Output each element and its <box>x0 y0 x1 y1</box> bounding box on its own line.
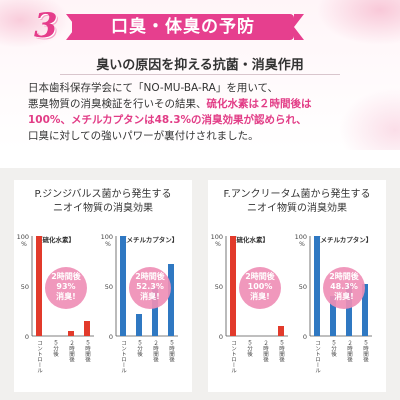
panel-title-line-1: P.ジンジバルス菌から発生する <box>34 189 172 200</box>
bubble-text: 48.3% <box>330 282 358 291</box>
x-tick-label: ２時間後 <box>68 340 75 363</box>
highlight-text-1: 硫化水素は２時間後は <box>206 98 312 110</box>
description-line-2: 悪臭物質の消臭検証を行いその結果、硫化水素は２時間後は <box>28 96 384 112</box>
x-tick-label: ５時間後 <box>278 340 285 363</box>
bubble-text: 2時間後 <box>135 271 166 281</box>
x-tick-label: コントロール <box>36 340 43 374</box>
chart-label: 【メチルカプタン】 <box>314 235 372 244</box>
banner-right-notch <box>294 14 304 40</box>
x-tick-label: ５時間後 <box>362 340 369 363</box>
x-tick-label: ５時間後 <box>168 340 175 363</box>
panel-p-gingivalis: P.ジンジバルス菌から発生する ニオイ物質の消臭効果 100 50 0% 【硫化水素】… <box>14 180 192 392</box>
panel-title-line-1: F.アンクリータム菌から発生する <box>223 189 371 200</box>
result-bubble <box>45 267 87 309</box>
description-line-4: 口臭に対しての強いパワーが裏付けされました。 <box>28 130 259 142</box>
bubble-text: 100% <box>248 282 273 291</box>
y-unit-label: % <box>215 241 221 248</box>
y-tick-label: 50 <box>299 283 307 291</box>
panel-title-line-2: ニオイ物質の消臭効果 <box>247 203 347 214</box>
bar <box>168 264 174 336</box>
bar <box>278 326 284 336</box>
y-tick-label: 0 <box>219 333 223 341</box>
y-tick-label: 0 <box>303 333 307 341</box>
bubble-text: 消臭! <box>250 291 270 301</box>
x-tick-label: ２時間後 <box>346 340 353 363</box>
chart-label: 【メチルカプタン】 <box>120 235 178 244</box>
sub-chart: 100 50 0% 【メチルカプタン】コントロール ５分後 ２時間後 ５時間後 2時間後52.… <box>101 233 179 373</box>
chart-label: 【硫化水素】 <box>36 235 75 244</box>
y-tick-label: 100 <box>17 233 29 241</box>
bar <box>330 296 336 336</box>
bubble-text: 消臭! <box>334 291 354 301</box>
y-tick-label: 100 <box>101 233 113 241</box>
y-tick-label: 50 <box>21 283 29 291</box>
description-line-1: 日本歯科保存学会にて「NO-MU-BA-RA」を用いて、 <box>28 82 279 94</box>
sub-chart: 100 50 0% 【メチルカプタン】コントロール ５分後 ２時間後 ５時間後 2時間後48.… <box>295 233 373 373</box>
banner-left-notch <box>66 14 76 40</box>
bar <box>230 236 236 336</box>
x-tick-label: ５分後 <box>136 340 143 357</box>
x-tick-label: コントロール <box>230 340 237 374</box>
panel-title: F.アンクリータム菌から発生する ニオイ物質の消臭効果 <box>208 188 386 216</box>
y-tick-label: 50 <box>105 283 113 291</box>
bubble-text: 消臭! <box>56 291 76 301</box>
x-tick-label: ２時間後 <box>152 340 159 363</box>
y-unit-label: % <box>299 241 305 248</box>
subtitle-divider <box>60 74 340 75</box>
result-bubble <box>323 267 365 309</box>
section-title-banner: 口臭・体臭の予防 <box>72 14 294 40</box>
x-tick-label: ５分後 <box>246 340 253 357</box>
y-unit-label: % <box>21 241 27 248</box>
x-tick-label: ５分後 <box>330 340 337 357</box>
bar <box>314 236 320 336</box>
description-text: 日本歯科保存学会にて「NO-MU-BA-RA」を用いて、 悪臭物質の消臭検証を行… <box>28 80 384 144</box>
panel-f-nucleatum: F.アンクリータム菌から発生する ニオイ物質の消臭効果 100 50 0% 【硫化水素… <box>208 180 386 392</box>
step-number: 3 <box>34 6 58 46</box>
x-tick-label: ５分後 <box>52 340 59 357</box>
bar <box>152 288 158 336</box>
bar <box>362 284 368 336</box>
bar <box>120 236 126 336</box>
x-tick-label: コントロール <box>120 340 127 374</box>
result-bubble <box>239 267 281 309</box>
bubble-text: 2時間後 <box>329 271 360 281</box>
bubble-text: 2時間後 <box>245 271 276 281</box>
description-line-2a: 悪臭物質の消臭検証を行いその結果、 <box>28 98 207 110</box>
y-unit-label: % <box>105 241 111 248</box>
bubble-text: 52.3% <box>136 282 164 291</box>
highlight-text-2: 100%、メチルカプタンは48.3%の消臭効果が認められ、 <box>28 114 307 126</box>
result-bubble <box>129 267 171 309</box>
panel-title-line-2: ニオイ物質の消臭効果 <box>53 203 153 214</box>
bubble-text: 2時間後 <box>51 271 82 281</box>
x-tick-label: ５時間後 <box>84 340 91 363</box>
y-tick-label: 100 <box>295 233 307 241</box>
y-tick-label: 100 <box>211 233 223 241</box>
section-subtitle: 臭いの原因を抑える抗菌・消臭作用 <box>96 58 304 73</box>
bubble-text: 93% <box>56 282 75 291</box>
y-tick-label: 50 <box>215 283 223 291</box>
y-tick-label: 0 <box>25 333 29 341</box>
chart-label: 【硫化水素】 <box>230 235 269 244</box>
bubble-text: 消臭! <box>140 291 160 301</box>
y-tick-label: 0 <box>109 333 113 341</box>
sub-chart: 100 50 0% 【硫化水素】コントロール ５分後 ２時間後 ５時間後 2時間後100%消臭… <box>211 233 288 373</box>
panel-title: P.ジンジバルス菌から発生する ニオイ物質の消臭効果 <box>14 188 192 216</box>
bar <box>68 331 74 336</box>
bar <box>84 321 90 336</box>
x-tick-label: ２時間後 <box>262 340 269 363</box>
bar <box>136 314 142 336</box>
bar <box>36 236 42 336</box>
x-tick-label: コントロール <box>314 340 321 374</box>
bar <box>346 284 352 336</box>
